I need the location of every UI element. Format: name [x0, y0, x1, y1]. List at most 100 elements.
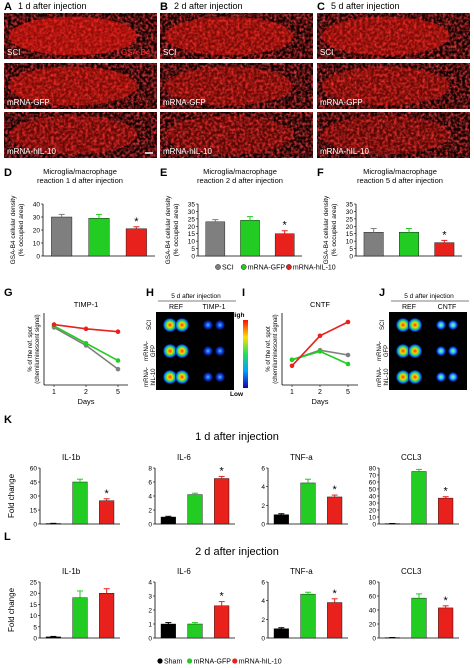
- y-axis-label: GSA-B4 cellular density(% occupied area): [323, 195, 338, 264]
- target-spot: [448, 372, 458, 382]
- y-tick-label: 50: [369, 487, 377, 494]
- bar-sham: [160, 623, 176, 639]
- row-label-line: hIL-10: [151, 368, 157, 386]
- scale-low-label: Low: [230, 391, 244, 398]
- bar-mrna-gfp: [88, 218, 110, 257]
- target-spot: [215, 372, 225, 382]
- chart-K3: 0 2 4 6 *: [261, 466, 348, 529]
- micrograph-title: 1 d after injection: [18, 1, 87, 11]
- y-tick-label: 10: [30, 613, 38, 620]
- y-tick-label: 0: [191, 254, 195, 261]
- bar-sham: [273, 628, 289, 639]
- significance-star: *: [444, 595, 449, 607]
- y-tick-label: 30: [346, 209, 354, 216]
- significance-star: *: [444, 486, 449, 498]
- y-tick-label: 10: [346, 239, 354, 246]
- target-spot: [436, 320, 446, 330]
- target-spot: [436, 372, 446, 382]
- y-axis-label-line: % of the ref. spot: [28, 326, 34, 372]
- chart-title: Microglia/macrophage: [363, 167, 437, 176]
- bar-mrna-hil-10: [214, 478, 230, 525]
- y-tick-label: 40: [33, 202, 41, 209]
- bar-mrna-hil-10: [434, 242, 455, 257]
- y-tick-label: 10: [188, 239, 196, 246]
- chart-title: IL-1b: [62, 453, 81, 462]
- y-tick-label: 45: [30, 480, 38, 487]
- significance-star: *: [283, 220, 288, 232]
- bar-mrna-hil-10: [214, 605, 230, 639]
- data-point: [51, 322, 57, 327]
- ref-spot: [396, 344, 410, 358]
- y-axis-label-line: (% occupied area): [331, 204, 338, 257]
- chart-title: TNF-a: [290, 453, 313, 462]
- significance-star: *: [134, 216, 139, 228]
- y-tick-label: 5: [191, 246, 195, 253]
- y-axis-label-line: GSA-B4 cellular density: [10, 195, 17, 264]
- y-axis-label-line: (chemiluminescent signal): [273, 314, 279, 383]
- bar-mrna-hil-10: [327, 496, 343, 525]
- legend-entry: mRNA-hIL-10: [239, 659, 282, 666]
- row-label-line: mRNA-: [377, 367, 383, 387]
- chart-title: Microglia/macrophage: [203, 167, 277, 176]
- data-point: [115, 358, 121, 363]
- data-point: [317, 333, 323, 339]
- bar-mrna-gfp: [72, 481, 88, 525]
- chart-G: G TIMP-1 1 2 5 Days % of the ref. spot(chemilu…: [4, 287, 128, 406]
- y-tick-label: 60: [30, 466, 38, 473]
- y-tick-label: 40: [369, 608, 377, 615]
- y-tick-label: 5: [33, 624, 37, 631]
- row-label-line: mRNA-: [377, 341, 383, 361]
- chart-title: TIMP-1: [74, 300, 99, 309]
- y-tick-label: 6: [261, 580, 265, 587]
- section-title: 2 d after injection: [195, 546, 279, 558]
- y-tick-label: 70: [369, 473, 377, 480]
- lesion-area: [321, 66, 451, 106]
- legend-entry: mRNA-GFP: [248, 265, 286, 272]
- x-axis-label: Days: [77, 397, 94, 406]
- y-tick-label: 60: [369, 594, 377, 601]
- y-tick-label: 4: [261, 598, 265, 605]
- bar-sci: [205, 221, 226, 257]
- bar-mrna-hil-10: [327, 602, 343, 639]
- legend-entry: Sham: [164, 659, 182, 666]
- micrograph-signal: [317, 112, 470, 158]
- lesion-area: [164, 16, 294, 56]
- x-tick-label: 1: [52, 389, 56, 396]
- chart-K2: 0 2 4 6 8 *: [148, 465, 235, 529]
- x-tick-label: 2: [318, 389, 322, 396]
- data-point: [345, 352, 351, 358]
- lesion-area: [8, 66, 138, 106]
- ref-spot: [408, 318, 422, 332]
- chart-title: reaction 5 d after injection: [357, 176, 443, 185]
- y-tick-label: 35: [346, 202, 354, 209]
- bar-sci: [51, 216, 73, 257]
- y-tick-label: 15: [346, 231, 354, 238]
- lesion-area: [164, 115, 294, 155]
- chart-L3: 0 2 4 6 *: [261, 580, 348, 643]
- panel-letter: L: [4, 531, 11, 543]
- panel-letter: H: [146, 287, 154, 299]
- legend-entry: SCI: [222, 265, 234, 272]
- y-axis-label: % of the ref. spot(chemiluminescent sign…: [28, 314, 41, 383]
- y-tick-label: 35: [188, 202, 196, 209]
- y-axis-label: Fold change: [7, 473, 16, 518]
- data-point: [317, 349, 323, 354]
- bar-mrna-hil-10: [99, 500, 115, 525]
- micrograph-signal: [317, 13, 470, 59]
- y-tick-label: 4: [261, 484, 265, 491]
- row-label: mRNA-GFP: [163, 98, 206, 107]
- y-tick-label: 25: [346, 216, 354, 223]
- micrograph-title: 2 d after injection: [174, 1, 243, 11]
- chart-title: IL-6: [177, 453, 191, 462]
- data-point: [83, 326, 89, 332]
- chart-title: IL-1b: [62, 567, 81, 576]
- target-spot: [203, 320, 213, 330]
- micrograph-signal: [4, 112, 157, 158]
- chart-title: Microglia/macrophage: [43, 167, 117, 176]
- y-axis-label: % of the ref. spot(chemiluminescent sign…: [266, 314, 279, 383]
- column-label: REF: [169, 304, 183, 311]
- y-tick-label: 25: [30, 580, 38, 587]
- lesion-area: [321, 115, 451, 155]
